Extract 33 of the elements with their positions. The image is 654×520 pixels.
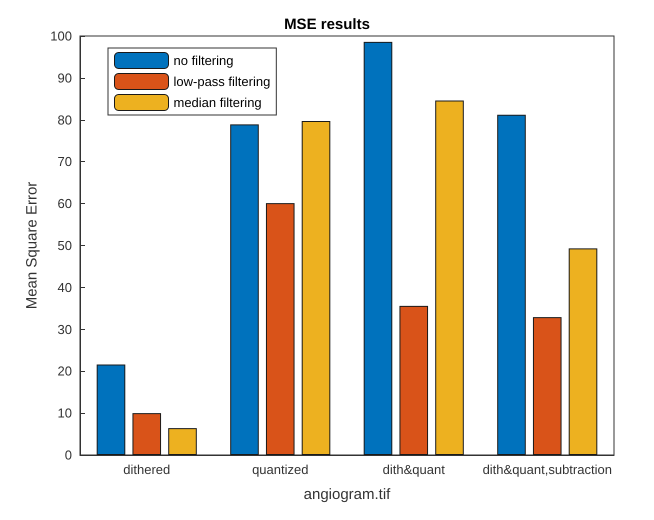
legend-label: low-pass filtering [174,74,270,89]
y-tick-label: 100 [50,28,72,44]
y-tick-label: 0 [64,448,72,462]
x-tick-label: dithered [123,462,170,477]
legend-label: median filtering [174,95,262,110]
bar [168,428,197,455]
bar [132,413,162,455]
bar [532,317,562,455]
y-tick-label: 30 [58,322,72,337]
bar [230,124,259,455]
bar [302,121,330,455]
bar [568,248,598,455]
chart-title: MSE results [284,16,370,33]
x-axis-title: angiogram.tif [304,486,392,503]
bar [266,203,295,455]
y-tick-label: 70 [58,154,72,170]
bar [96,364,126,455]
y-tick-label: 50 [58,238,72,253]
legend-label: no filtering [174,53,234,68]
y-tick-label: 80 [58,112,72,128]
bar [497,114,526,455]
x-tick-label: dith&quant,subtraction [482,462,612,477]
y-tick-label: 40 [58,280,72,295]
y-tick-label: 20 [58,364,72,379]
bar [399,306,428,455]
bar [435,100,464,455]
y-tick-label: 60 [58,196,72,212]
x-tick-label: dith&quant [382,462,446,477]
x-tick-label: quantized [252,462,308,477]
y-axis-title: Mean Square Error [23,182,40,310]
y-tick-label: 90 [58,70,72,86]
bar [364,42,392,455]
y-tick-label: 10 [58,406,72,421]
